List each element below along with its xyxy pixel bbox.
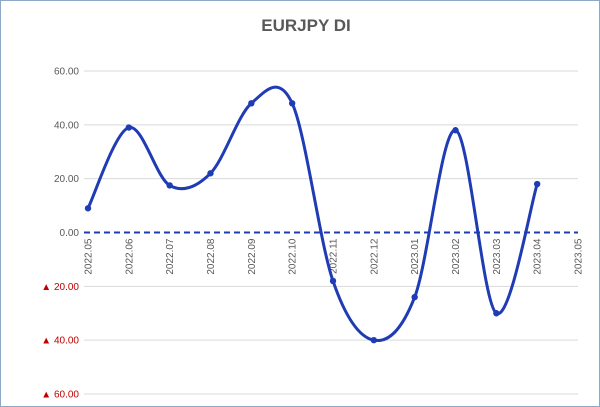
x-tick-label: 2022.11 [329, 238, 340, 274]
y-tick-value: 60.00 [54, 67, 79, 78]
x-tick-label: 2023.04 [533, 238, 544, 275]
y-tick-label: ▲ 40.00 [41, 336, 79, 347]
negative-marker-icon: ▲ [41, 282, 54, 293]
data-point [288, 100, 296, 107]
y-tick-value: 20.00 [54, 282, 79, 293]
data-point [248, 100, 255, 107]
y-tick-value: 0.00 [60, 228, 80, 239]
data-point [125, 124, 133, 131]
y-tick-label: 20.00 [54, 174, 79, 185]
x-tick-label: 2022.08 [206, 238, 217, 275]
x-tick-label: 2022.06 [124, 238, 135, 275]
data-point [452, 127, 459, 134]
x-tick-label: 2022.05 [84, 238, 95, 275]
series-layer [84, 85, 541, 344]
x-tick-label: 2023.02 [451, 238, 462, 275]
y-tick-label: ▲ 60.00 [41, 390, 79, 401]
x-tick-label: 2022.10 [288, 238, 299, 275]
y-tick-label: 0.00 [60, 228, 80, 239]
data-point [411, 293, 418, 301]
data-point [370, 336, 378, 344]
data-point [533, 180, 541, 188]
x-tick-label: 2023.03 [492, 238, 503, 275]
y-tick-value: 60.00 [54, 390, 79, 401]
gridlines [84, 70, 578, 395]
data-point [329, 277, 337, 285]
y-tick-label: 40.00 [54, 120, 79, 131]
data-point [493, 310, 500, 317]
y-tick-value: 40.00 [54, 336, 79, 347]
chart-title: EURJPY DI [261, 16, 350, 35]
x-tick-label: 2023.05 [574, 238, 585, 275]
data-point [207, 170, 214, 177]
x-tick-label: 2022.09 [247, 238, 258, 275]
data-point [84, 205, 92, 212]
y-tick-value: 20.00 [54, 174, 79, 185]
x-tick-label: 2022.12 [369, 238, 380, 275]
x-tick-label: 2022.07 [165, 238, 176, 275]
data-point [166, 182, 173, 189]
x-tick-label: 2023.01 [410, 238, 421, 275]
y-tick-value: 40.00 [54, 120, 79, 131]
negative-marker-icon: ▲ [41, 390, 54, 401]
x-axis-ticks: 2022.05 2022.06 2022.07 2022.08 2022.09 2022.… [84, 238, 585, 275]
y-tick-label: ▲ 20.00 [41, 282, 79, 293]
y-tick-label: 60.00 [54, 67, 79, 78]
negative-marker-icon: ▲ [41, 336, 54, 347]
